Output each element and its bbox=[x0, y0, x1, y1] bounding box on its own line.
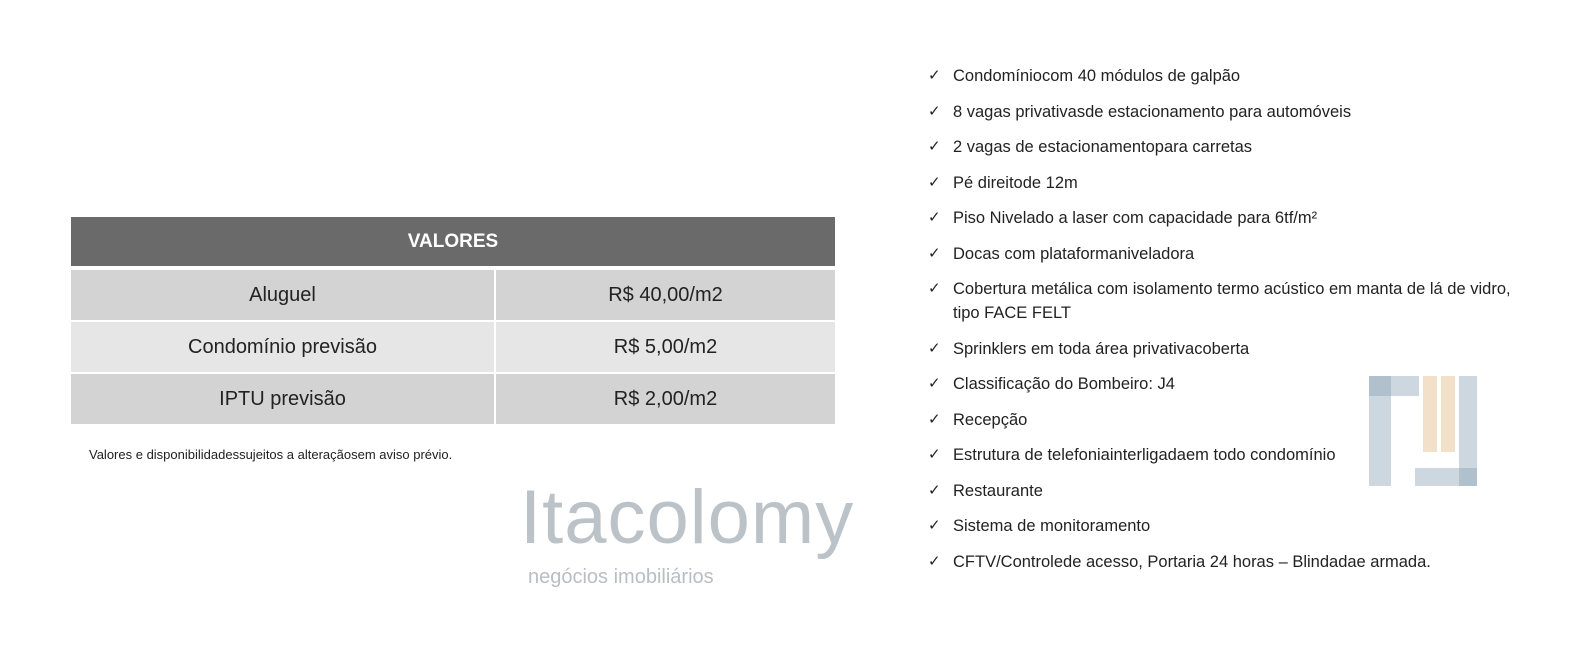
check-icon: ✓ bbox=[928, 410, 941, 428]
list-item: ✓ Sistema de monitoramento bbox=[928, 514, 1528, 538]
valores-table: VALORES Aluguel R$ 40,00/m2 Condomínio p… bbox=[71, 217, 835, 426]
features-list: ✓ Condomíniocom 40 módulos de galpão ✓ 8 v… bbox=[928, 64, 1528, 585]
check-icon: ✓ bbox=[928, 138, 941, 155]
list-item: ✓ Classificação do Bombeiro: J4 bbox=[928, 372, 1528, 396]
row-label: IPTU previsão bbox=[71, 374, 496, 424]
check-icon: ✓ bbox=[928, 280, 941, 297]
list-item: ✓ Condomíniocom 40 módulos de galpão bbox=[928, 64, 1528, 88]
list-item: ✓ Cobertura metálica com isolamento termo… bbox=[928, 277, 1528, 325]
check-icon: ✓ bbox=[928, 375, 941, 392]
check-icon: ✓ bbox=[928, 102, 941, 120]
check-icon: ✓ bbox=[928, 517, 941, 534]
table-row: Condomínio previsão R$ 5,00/m2 bbox=[71, 322, 835, 372]
check-icon: ✓ bbox=[928, 209, 941, 226]
list-item: ✓ Sprinklers em toda área privativacobert… bbox=[928, 337, 1528, 361]
check-icon: ✓ bbox=[928, 244, 941, 262]
check-icon: ✓ bbox=[928, 552, 941, 570]
check-icon: ✓ bbox=[928, 173, 941, 191]
row-label: Aluguel bbox=[71, 270, 496, 320]
list-item: ✓ 2 vagas de estacionamentopara carretas bbox=[928, 135, 1528, 159]
row-label: Condomínio previsão bbox=[71, 322, 496, 372]
list-item: ✓ Pé direitode 12m bbox=[928, 171, 1528, 195]
table-row: Aluguel R$ 40,00/m2 bbox=[71, 270, 835, 320]
check-icon: ✓ bbox=[928, 446, 941, 463]
watermark-tagline: negócios imobiliários bbox=[528, 566, 714, 588]
check-icon: ✓ bbox=[928, 67, 941, 84]
check-icon: ✓ bbox=[928, 339, 941, 357]
disclaimer-note: Valores e disponibilidadessujeitos a alt… bbox=[89, 447, 453, 462]
itacolomy-logo-icon bbox=[1369, 376, 1477, 486]
list-item: ✓ Recepção bbox=[928, 408, 1528, 432]
table-header: VALORES bbox=[71, 217, 835, 266]
row-value: R$ 2,00/m2 bbox=[613, 387, 718, 410]
watermark-brand: Itacolomy bbox=[520, 475, 855, 560]
list-item: ✓ Piso Nivelado a laser com capacidade pa… bbox=[928, 206, 1528, 230]
row-value: R$ 40,00/m2 bbox=[608, 283, 723, 306]
table-row: IPTU previsão R$ 2,00/m2 bbox=[71, 374, 835, 424]
list-item: ✓ CFTV/Controlede acesso, Portaria 24 hor… bbox=[928, 550, 1528, 574]
row-value: R$ 5,00/m2 bbox=[613, 335, 718, 358]
check-icon: ✓ bbox=[928, 481, 941, 499]
list-item: ✓ Docas com plataformaniveladora bbox=[928, 242, 1528, 266]
list-item: ✓ Estrutura de telefoniainterligadaem tod… bbox=[928, 443, 1528, 467]
list-item: ✓ Restaurante bbox=[928, 479, 1528, 503]
list-item: ✓ 8 vagas privativasde estacionamento par… bbox=[928, 100, 1528, 124]
